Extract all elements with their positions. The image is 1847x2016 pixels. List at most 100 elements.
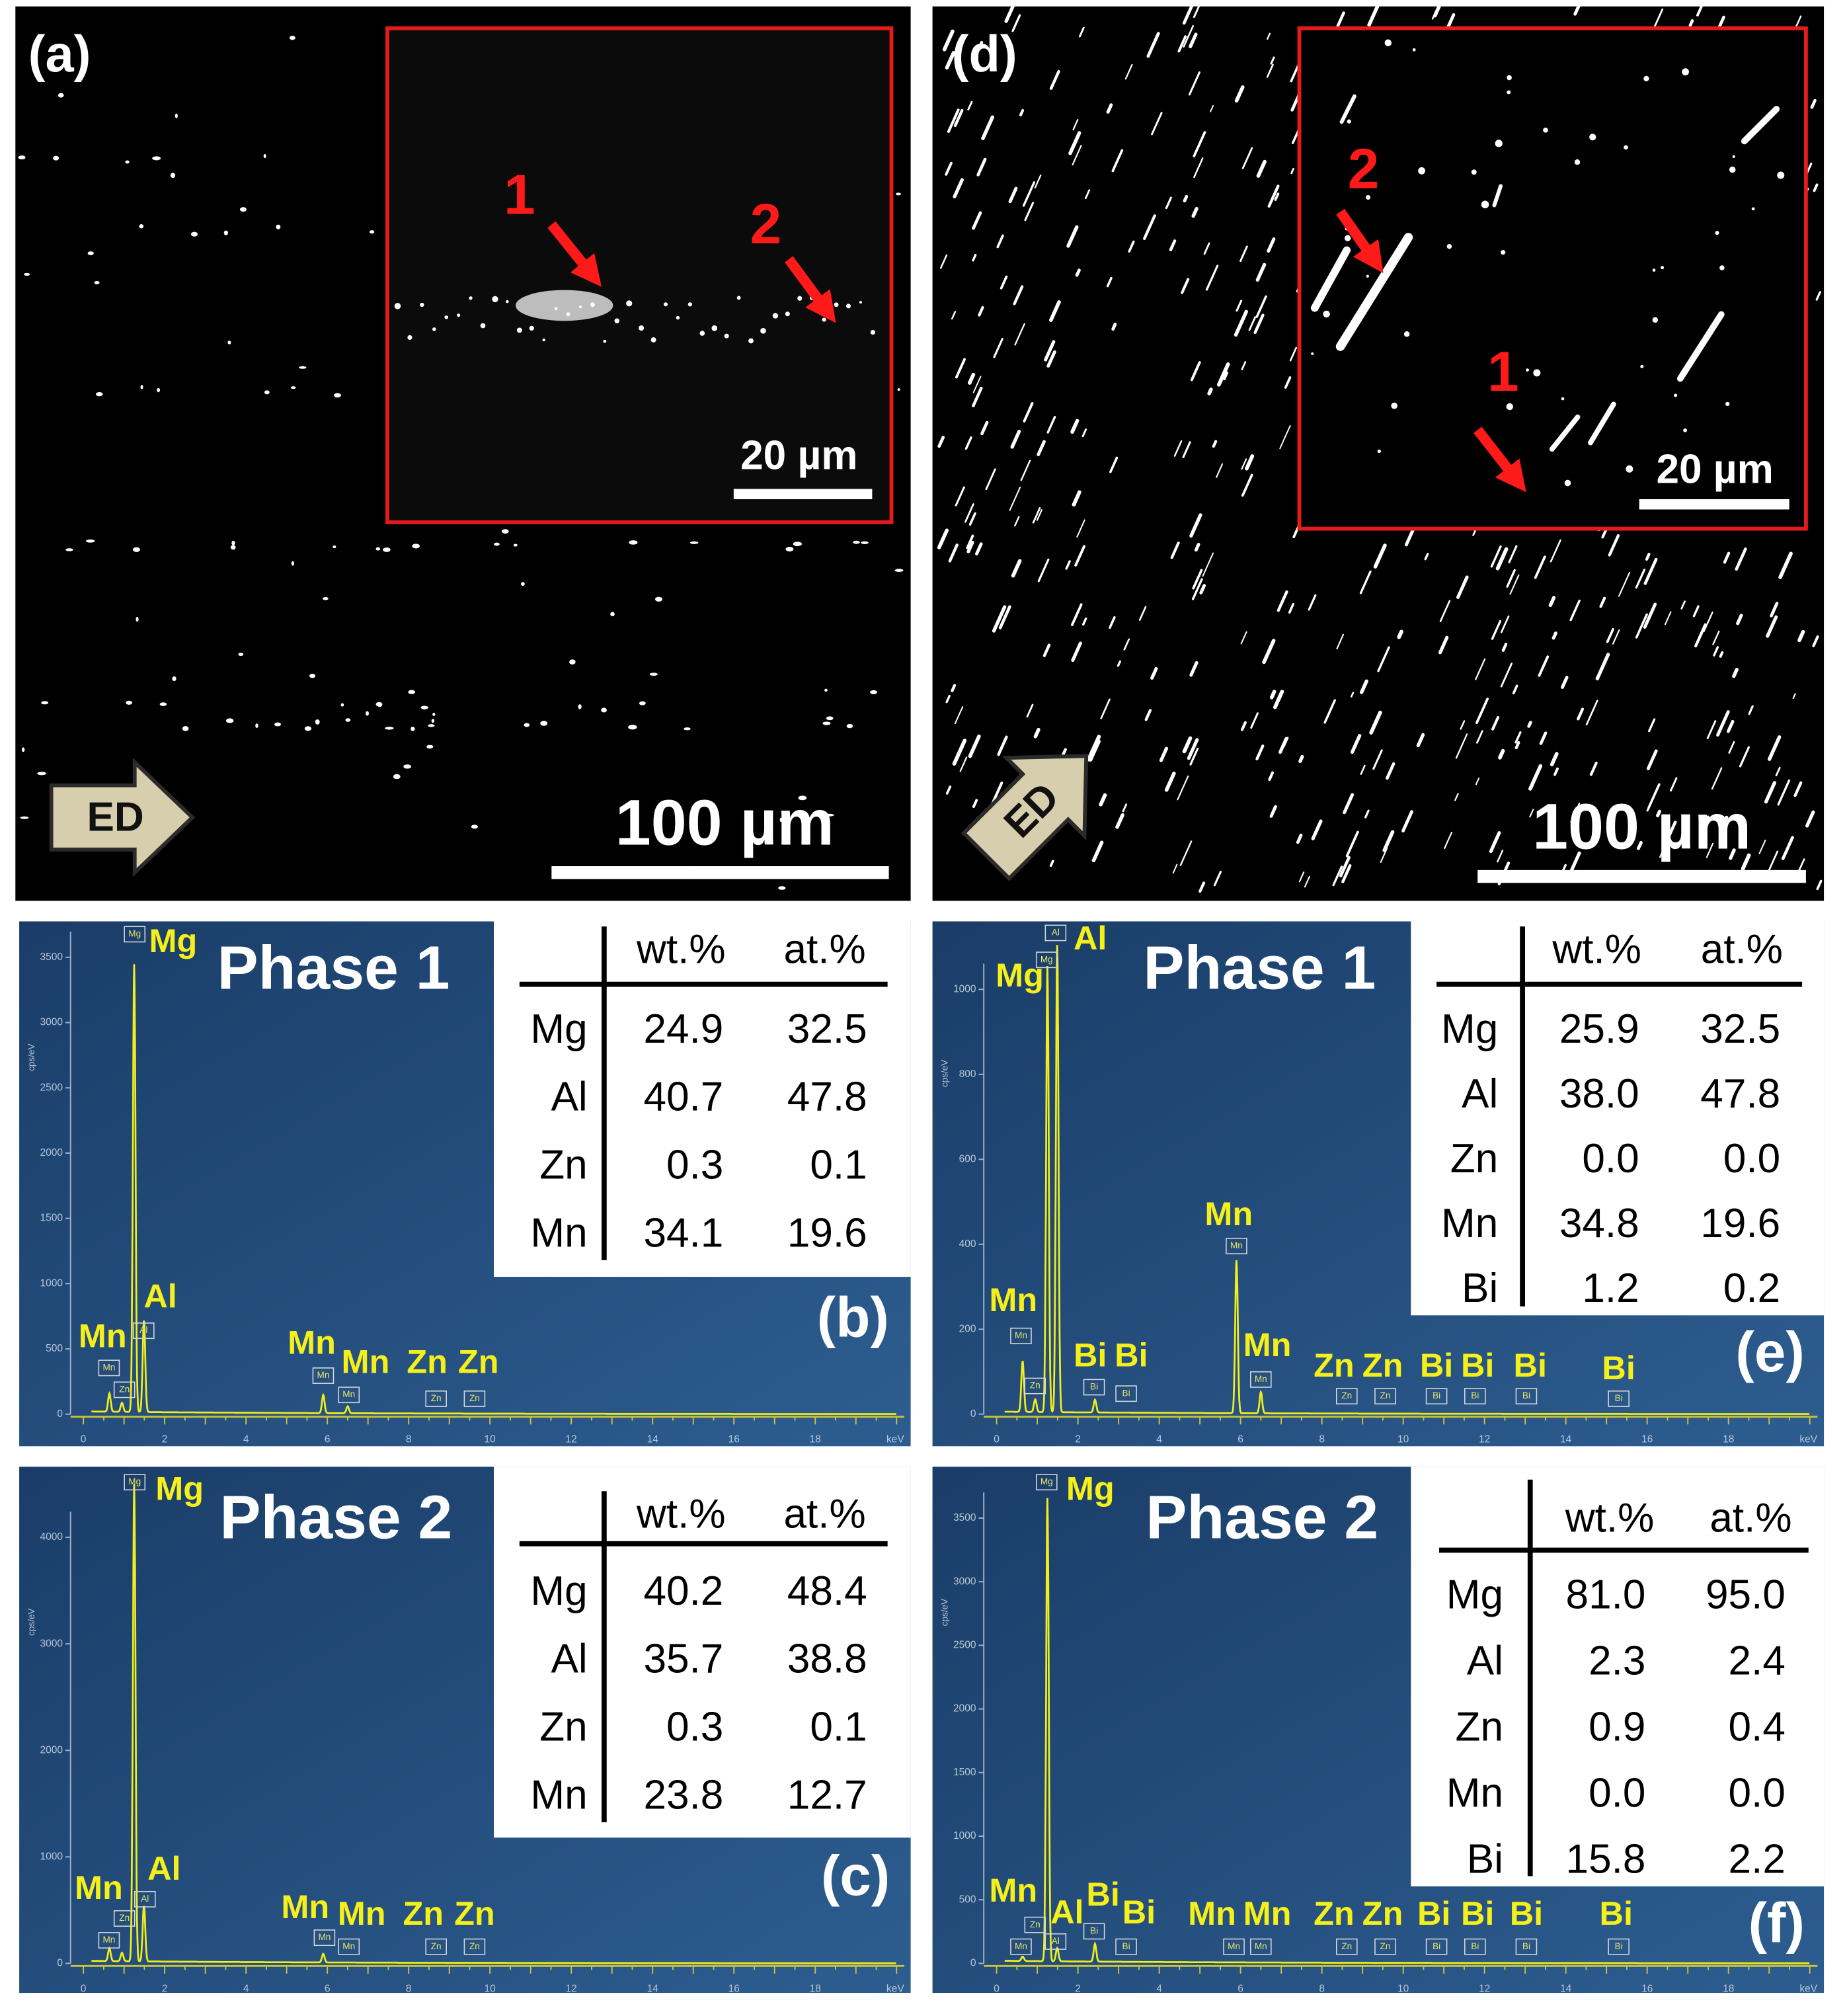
particle [1676, 311, 1725, 382]
particle [182, 726, 189, 731]
y-tick-label: 0 [970, 1408, 976, 1420]
peak-tag: Mn [318, 1932, 331, 1942]
particle [1688, 19, 1694, 27]
particle [826, 716, 834, 721]
particle [998, 605, 1011, 629]
y-tick-label: 1500 [953, 1767, 976, 1778]
peak-tag: Zn [431, 1393, 442, 1403]
particle [1507, 90, 1511, 95]
particle [945, 51, 956, 70]
particle [1071, 641, 1082, 663]
particle [977, 40, 984, 51]
particle [24, 272, 30, 276]
particle [1013, 285, 1024, 305]
peak-tag: Bi [1471, 1391, 1479, 1400]
particle [426, 745, 434, 749]
table-element: Al [551, 1074, 587, 1120]
particle [1770, 602, 1779, 618]
particle [264, 390, 270, 395]
particle [1646, 749, 1658, 770]
particle [663, 302, 668, 307]
particle [1270, 56, 1275, 65]
scale-label: 100 µm [615, 786, 834, 858]
particle [1109, 616, 1116, 629]
peak-label: Mn [989, 1281, 1037, 1318]
table-background [1411, 1467, 1825, 1886]
peak-label: Bi [1602, 1349, 1635, 1387]
particle [1816, 879, 1823, 891]
particle [53, 155, 59, 161]
particle [492, 296, 498, 303]
particle [542, 339, 545, 342]
particle [1501, 250, 1506, 255]
phase-title: Phase 1 [1143, 934, 1376, 1002]
x-tick-label: 6 [1238, 1434, 1243, 1445]
particle [590, 302, 595, 307]
peak-label: Bi [1461, 1346, 1494, 1384]
peak-tag-box [98, 1359, 120, 1377]
x-tick-label: 10 [485, 1434, 496, 1445]
particle [1268, 771, 1275, 782]
particle [937, 436, 945, 448]
particle [1585, 700, 1598, 726]
particle [231, 540, 235, 545]
particle [1072, 145, 1082, 166]
particle [967, 101, 973, 111]
particle [1347, 119, 1351, 124]
particle [1010, 429, 1021, 449]
peak-tag-box [425, 1391, 447, 1407]
table-cell: 32.5 [1700, 1006, 1780, 1052]
particle [369, 230, 375, 234]
particle [1775, 766, 1781, 777]
x-tick-label: 18 [810, 1983, 821, 1994]
particle [937, 528, 949, 549]
particle [1475, 698, 1489, 725]
particle [225, 718, 234, 723]
particle [1418, 167, 1425, 175]
particle [1372, 749, 1383, 770]
particle [1070, 419, 1080, 434]
x-tick-label: 8 [406, 1983, 412, 1994]
particle [1490, 545, 1502, 568]
particle [1514, 741, 1520, 750]
particle [1290, 167, 1294, 175]
particle [1683, 428, 1687, 432]
particle [1526, 368, 1529, 372]
table-cell: 32.5 [787, 1006, 867, 1052]
peak-tag: Bi [1122, 1941, 1130, 1951]
peak-tag: Zn [469, 1393, 480, 1403]
peak-label: Mn [338, 1894, 386, 1932]
particle [1216, 362, 1230, 387]
particle [403, 764, 411, 769]
x-tick-label: 4 [243, 1983, 249, 1994]
particle [1589, 134, 1596, 141]
particle [1269, 805, 1277, 818]
particle [1703, 611, 1713, 632]
peak-tag: Zn [119, 1913, 130, 1923]
y-tick-label: 800 [959, 1068, 976, 1080]
particle [516, 327, 522, 333]
particle [304, 726, 312, 731]
peak-tag-box [1249, 1371, 1272, 1388]
peak-tag: Mg [1041, 954, 1053, 964]
particle [1716, 710, 1730, 737]
phase-title: Phase 2 [1146, 1482, 1378, 1551]
particle [133, 547, 140, 552]
particle [1454, 793, 1459, 801]
peak-label: Al [1074, 919, 1107, 957]
particle [291, 561, 294, 566]
table-cell: 24.9 [644, 1006, 724, 1052]
peak-tag: Mn [102, 1935, 115, 1945]
x-tick-label: 14 [1560, 1434, 1572, 1445]
x-tick-label: 14 [1560, 1983, 1572, 1994]
particle [1128, 240, 1135, 253]
particle [569, 659, 576, 665]
table-element: Mn [1446, 1771, 1503, 1816]
particle [345, 718, 351, 722]
table-cell: 0.3 [666, 1143, 723, 1188]
particle [1648, 718, 1656, 733]
particle [1100, 698, 1111, 719]
x-tick-label: 2 [162, 1434, 168, 1445]
table-cell: 34.1 [644, 1210, 724, 1256]
particle [457, 313, 461, 317]
